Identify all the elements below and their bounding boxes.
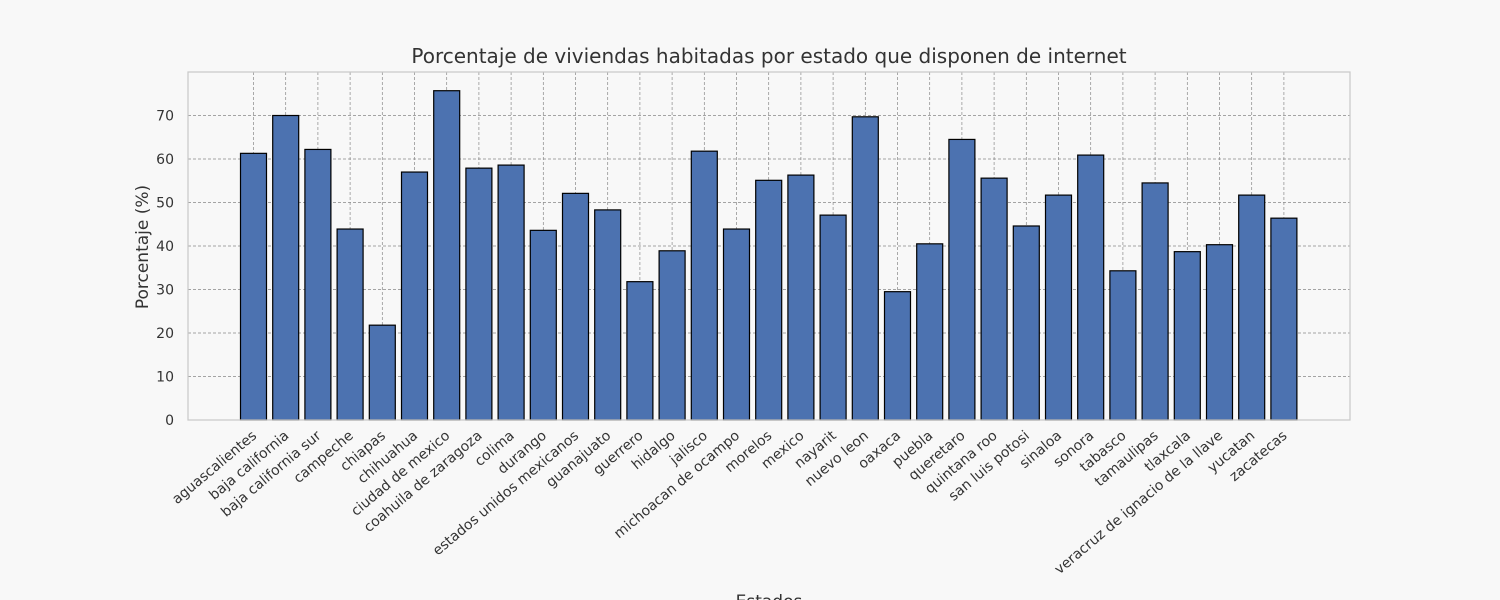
y-tick-label: 30 — [156, 283, 174, 299]
bar-baja-california-sur — [304, 148, 332, 421]
bar-quintana-roo — [980, 177, 1008, 421]
bar-puebla — [916, 243, 944, 421]
bar-coahuila-de-zaragoza — [465, 167, 493, 421]
bar-tlaxcala — [1173, 251, 1201, 421]
y-tick-label: 70 — [156, 109, 174, 125]
y-tick-label: 60 — [156, 152, 174, 168]
bar-baja-california — [272, 114, 300, 421]
bar-guanajuato — [594, 209, 622, 421]
y-axis-label: Porcentaje (%) — [133, 185, 153, 309]
bar-veracruz-de-ignacio-de-la-llave — [1205, 244, 1234, 421]
bar-guerrero — [626, 281, 654, 421]
bar-campeche — [336, 228, 364, 421]
bar-estados-unidos-mexicanos — [561, 192, 590, 421]
y-axis-ticks: 0 10 20 30 40 50 60 70 — [156, 109, 174, 430]
bar-zacatecas — [1270, 217, 1298, 421]
y-tick-label: 10 — [156, 370, 174, 386]
bar-nayarit — [819, 214, 847, 421]
bar-san-luis-potosi — [1012, 225, 1040, 421]
bar-tabasco — [1109, 270, 1137, 421]
bar-yucatan — [1238, 194, 1266, 421]
x-axis-label: Estados — [736, 592, 803, 600]
bar-durango — [529, 229, 557, 421]
bar-tamaulipas — [1141, 182, 1169, 421]
y-tick-label: 50 — [156, 196, 174, 212]
bars — [239, 90, 1298, 421]
bar-chihuahua — [400, 171, 429, 421]
bar-michoacan-de-ocampo — [722, 228, 751, 421]
bar-hidalgo — [658, 250, 686, 421]
bar-queretaro — [948, 138, 976, 421]
y-tick-label: 0 — [165, 413, 174, 429]
y-tick-label: 40 — [156, 239, 174, 255]
bar-chiapas — [368, 324, 396, 421]
bar-oaxaca — [883, 291, 912, 421]
plot-frame — [187, 71, 1351, 421]
bar-sinaloa — [1044, 194, 1073, 421]
bar-morelos — [755, 179, 783, 421]
y-tick-label: 20 — [156, 326, 174, 342]
bar-nuevo-leon — [851, 116, 879, 421]
bar-jalisco — [690, 150, 718, 421]
bar-colima — [497, 164, 525, 421]
bar-ciudad-de-mexico — [433, 90, 461, 421]
bar-aguascalientes — [239, 152, 268, 421]
bar-sonora — [1077, 154, 1105, 421]
bar-mexico — [787, 174, 815, 421]
chart-title: Porcentaje de viviendas habitadas por es… — [411, 44, 1126, 68]
